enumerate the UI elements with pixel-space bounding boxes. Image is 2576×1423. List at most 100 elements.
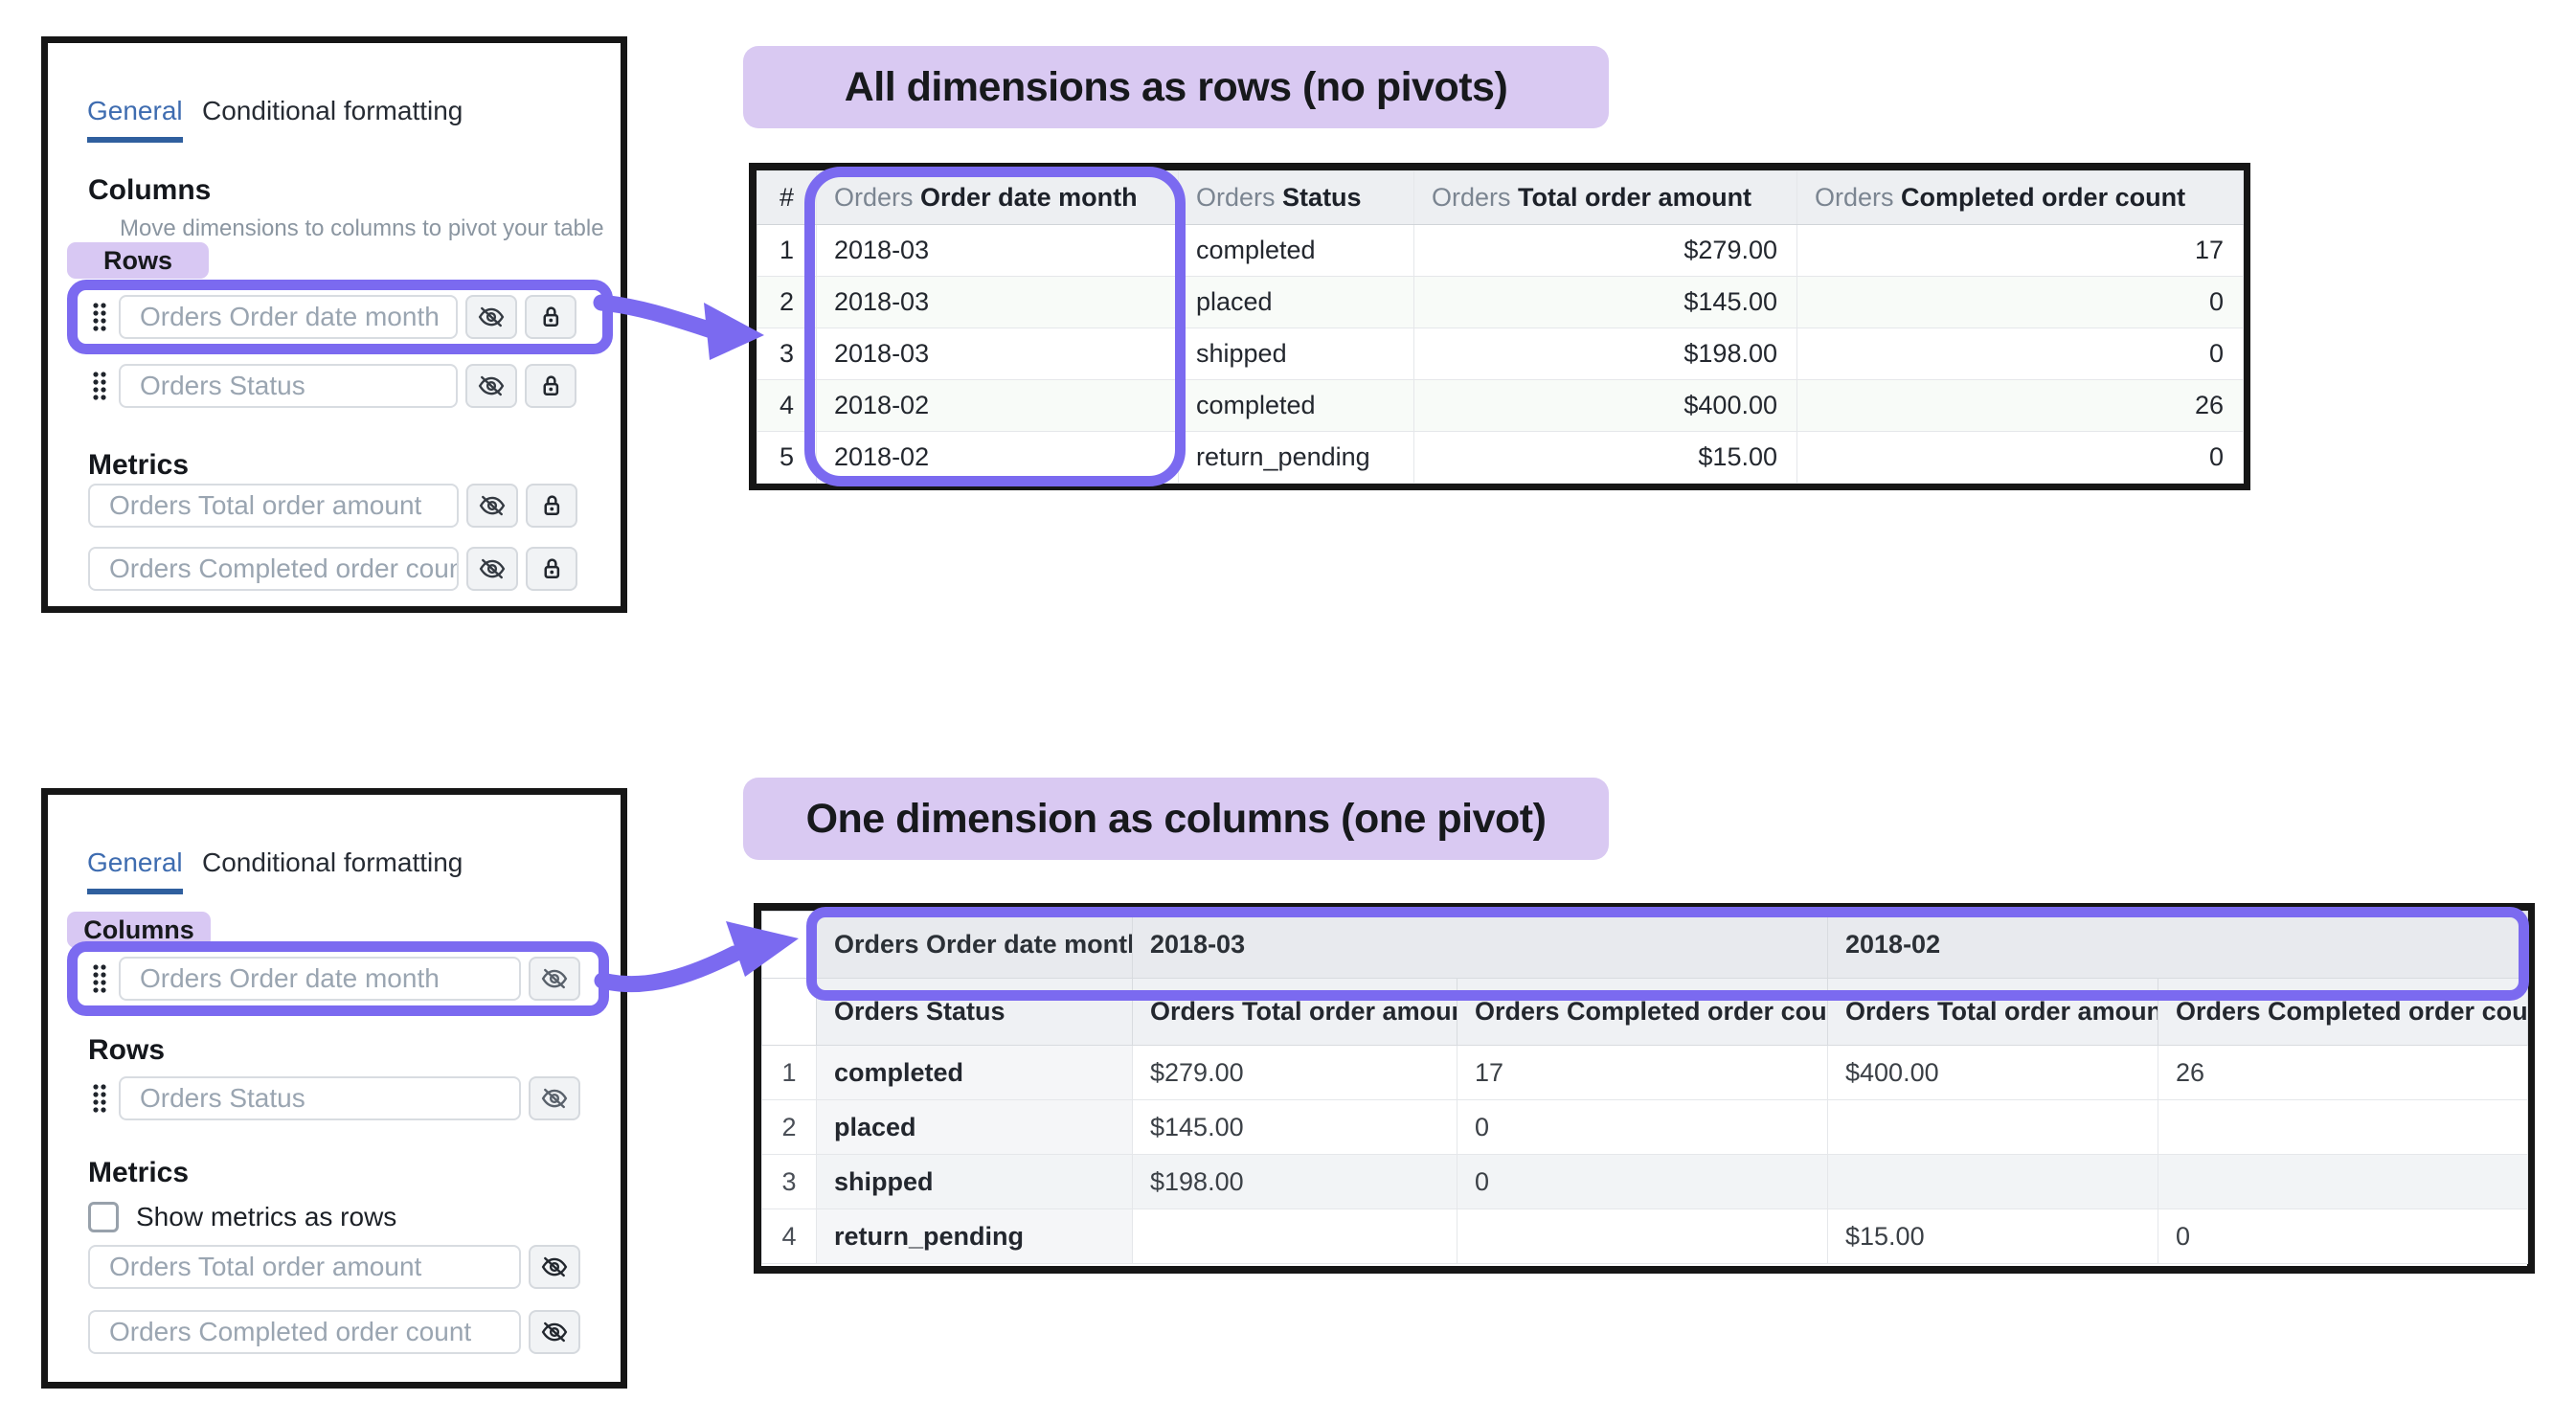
cell-count: 17: [1457, 1045, 1828, 1100]
sub-header-count: Orders Completed order count: [2158, 978, 2528, 1046]
eye-slash-icon: [540, 964, 569, 993]
table-row: 2 2018-03 placed $145.00 0: [757, 276, 2244, 328]
metric-row-completed-count: Orders Completed order count: [88, 1310, 580, 1354]
cell-amount: [1827, 1099, 2158, 1155]
cell-date: 2018-03: [816, 224, 1179, 277]
cell-amount: $198.00: [1413, 328, 1797, 380]
col-header-order-date-month: Orders Order date month: [816, 170, 1179, 225]
tab-conditional-formatting[interactable]: Conditional formatting: [202, 96, 463, 125]
header-name: Status: [1282, 183, 1362, 212]
field-row-status: Orders Status: [88, 1076, 580, 1120]
cell-date: 2018-02: [816, 379, 1179, 432]
cell-date: 2018-03: [816, 328, 1179, 380]
cell-status: shipped: [1178, 328, 1414, 380]
metrics-heading: Metrics: [88, 1157, 190, 1188]
hide-field-button[interactable]: [465, 364, 517, 408]
tab-conditional-formatting[interactable]: Conditional formatting: [202, 847, 463, 877]
row-index: 1: [757, 224, 817, 277]
cell-amount: $279.00: [1413, 224, 1797, 277]
lock-field-button[interactable]: [526, 484, 577, 528]
eye-slash-icon: [540, 1084, 569, 1113]
cell-count: 0: [1796, 431, 2244, 484]
lock-field-button[interactable]: [526, 547, 577, 591]
show-metrics-checkbox[interactable]: [88, 1202, 119, 1232]
table-header-row: # Orders Order date month Orders Status …: [757, 170, 2244, 225]
cell-date: 2018-03: [816, 276, 1179, 328]
table-row: 1 completed $279.00 17 $400.00 26: [761, 1045, 2528, 1100]
eye-slash-icon: [540, 1318, 569, 1346]
cell-amount: $279.00: [1132, 1045, 1457, 1100]
header-prefix: Orders: [1432, 183, 1511, 212]
hide-field-button[interactable]: [466, 484, 518, 528]
corner-cell: [761, 978, 817, 1046]
tab-general[interactable]: General: [87, 847, 183, 894]
results-table-pivot: Orders Order date month 2018-03 2018-02 …: [754, 903, 2535, 1274]
hide-field-button[interactable]: [529, 1310, 580, 1354]
field-row-order-date-month: Orders Order date month: [88, 957, 580, 1001]
cell-status: completed: [1178, 379, 1414, 432]
cell-count: [2158, 1154, 2528, 1209]
drag-handle-icon[interactable]: [88, 1079, 111, 1118]
pivot-header-row: Orders Order date month 2018-03 2018-02: [761, 911, 2528, 979]
banner-one-pivot: One dimension as columns (one pivot): [743, 778, 1609, 860]
eye-slash-icon: [477, 303, 506, 331]
cell-count: 0: [1796, 276, 2244, 328]
cell-count: [2158, 1099, 2528, 1155]
field-orders-status[interactable]: Orders Status: [119, 1076, 521, 1120]
header-name: Total order amount: [1518, 183, 1752, 212]
metric-row-total-amount: Orders Total order amount: [88, 484, 577, 528]
sub-header-amount: Orders Total order amount: [1132, 978, 1457, 1046]
table-row: 3 2018-03 shipped $198.00 0: [757, 328, 2244, 380]
row-index: 2: [761, 1099, 817, 1155]
index-header: #: [757, 170, 817, 225]
unlock-icon: [536, 303, 565, 331]
row-index: 4: [757, 379, 817, 432]
cell-count: 0: [1457, 1099, 1828, 1155]
flat-table: # Orders Order date month Orders Status …: [757, 170, 2244, 484]
cell-amount: $145.00: [1132, 1099, 1457, 1155]
tab-general[interactable]: General: [87, 96, 183, 143]
cell-count: 0: [1796, 328, 2244, 380]
hide-field-button[interactable]: [529, 1245, 580, 1289]
lock-field-button[interactable]: [525, 364, 576, 408]
field-order-date-month[interactable]: Orders Order date month: [119, 957, 521, 1001]
row-index: 4: [761, 1208, 817, 1264]
unlock-icon: [536, 372, 565, 400]
table-row: 5 2018-02 return_pending $15.00 0: [757, 431, 2244, 484]
cell-count: 26: [2158, 1045, 2528, 1100]
metric-row-total-amount: Orders Total order amount: [88, 1245, 580, 1289]
field-completed-order-count[interactable]: Orders Completed order count: [88, 1310, 521, 1354]
field-completed-order-count[interactable]: Orders Completed order count: [88, 547, 459, 591]
pivot-table: Orders Order date month 2018-03 2018-02 …: [761, 911, 2528, 1264]
config-panel-no-pivot: General Conditional formatting Columns M…: [41, 36, 627, 613]
row-index: 1: [761, 1045, 817, 1100]
cell-amount: $145.00: [1413, 276, 1797, 328]
field-total-order-amount[interactable]: Orders Total order amount: [88, 484, 459, 528]
sub-header-count: Orders Completed order count: [1457, 978, 1828, 1046]
hide-field-button[interactable]: [529, 957, 580, 1001]
field-orders-status[interactable]: Orders Status: [119, 364, 458, 408]
drag-handle-icon[interactable]: [88, 298, 111, 336]
hide-field-button[interactable]: [466, 547, 518, 591]
lock-field-button[interactable]: [525, 295, 576, 339]
pivot-group-2018-02: 2018-02: [1827, 911, 2528, 979]
header-prefix: Orders: [1196, 183, 1276, 212]
table-row: 3 shipped $198.00 0: [761, 1154, 2528, 1209]
drag-handle-icon[interactable]: [88, 367, 111, 405]
header-prefix: Orders: [834, 183, 914, 212]
metric-row-completed-count: Orders Completed order count: [88, 547, 577, 591]
banner-no-pivots: All dimensions as rows (no pivots): [743, 46, 1609, 128]
drag-handle-icon[interactable]: [88, 960, 111, 998]
pivot-group-2018-03: 2018-03: [1132, 911, 1828, 979]
results-table-flat: # Orders Order date month Orders Status …: [749, 163, 2250, 490]
col-header-completed-order-count: Orders Completed order count: [1796, 170, 2244, 225]
sub-header-amount: Orders Total order amount: [1827, 978, 2158, 1046]
unlock-icon: [537, 554, 566, 583]
field-total-order-amount[interactable]: Orders Total order amount: [88, 1245, 521, 1289]
hide-field-button[interactable]: [465, 295, 517, 339]
hide-field-button[interactable]: [529, 1076, 580, 1120]
cell-amount: $400.00: [1827, 1045, 2158, 1100]
field-order-date-month[interactable]: Orders Order date month: [119, 295, 458, 339]
cell-status: completed: [816, 1045, 1133, 1100]
row-index: 5: [757, 431, 817, 484]
